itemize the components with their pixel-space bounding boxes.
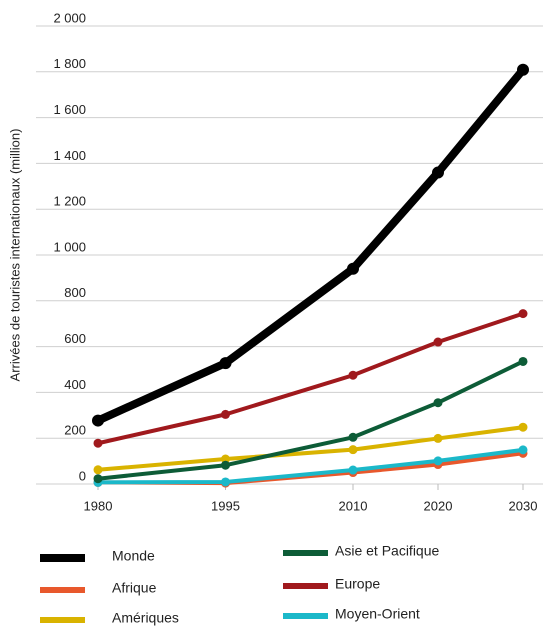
point <box>93 438 103 448</box>
legend-label: Asie et Pacifique <box>335 543 439 559</box>
y-tick-label: 600 <box>64 331 86 346</box>
legend-label: Amériques <box>112 610 179 626</box>
x-tick-label: 2020 <box>424 498 453 513</box>
point <box>348 465 358 475</box>
legend-swatch <box>283 613 328 619</box>
point <box>348 432 358 442</box>
y-tick-label: 1 400 <box>53 148 86 163</box>
y-tick-label: 1 800 <box>53 56 86 71</box>
point <box>93 465 103 475</box>
y-tick-label: 0 <box>79 468 86 483</box>
point <box>348 445 358 455</box>
x-tick-label: 2010 <box>339 498 368 513</box>
y-tick-label: 1 200 <box>53 194 86 209</box>
legend-label: Europe <box>335 576 380 592</box>
y-tick-label: 2 000 <box>53 10 86 25</box>
legend: Monde Afrique Amériques Asie et Pacifique Eu… <box>40 543 439 626</box>
point <box>92 414 104 427</box>
point <box>348 370 358 380</box>
point <box>221 454 230 464</box>
legend-swatch <box>283 550 328 556</box>
point <box>518 356 528 366</box>
point <box>221 460 230 470</box>
legend-label: Afrique <box>112 580 157 596</box>
series-line <box>97 311 524 446</box>
point <box>517 63 529 76</box>
point <box>433 337 443 347</box>
legend-label: Monde <box>112 548 155 564</box>
legend-swatch <box>40 554 85 562</box>
point <box>347 262 359 275</box>
y-tick-label: 800 <box>64 285 86 300</box>
point <box>221 409 230 419</box>
y-tick-label: 1 600 <box>53 102 86 117</box>
point <box>518 445 528 455</box>
legend-swatch <box>283 583 328 589</box>
x-tick-label: 2030 <box>509 498 538 513</box>
point <box>433 398 443 408</box>
y-tick-label: 400 <box>64 377 86 392</box>
legend-swatch <box>40 617 85 623</box>
legend-label: Moyen-Orient <box>335 606 420 622</box>
point <box>219 357 232 370</box>
x-tick-label: 1995 <box>211 498 240 513</box>
series-line <box>96 67 527 425</box>
point <box>433 433 443 443</box>
point <box>518 422 528 432</box>
y-tick-label: 200 <box>64 423 86 438</box>
point <box>93 474 103 484</box>
x-tick-label: 1980 <box>84 498 113 513</box>
y-tick-label: 1 000 <box>53 239 86 254</box>
legend-swatch <box>40 587 85 593</box>
y-axis-title: Arrivées de touristes internationaux (mi… <box>7 129 22 382</box>
point <box>518 309 528 319</box>
point <box>433 456 443 466</box>
point <box>432 166 444 179</box>
point <box>221 477 230 487</box>
